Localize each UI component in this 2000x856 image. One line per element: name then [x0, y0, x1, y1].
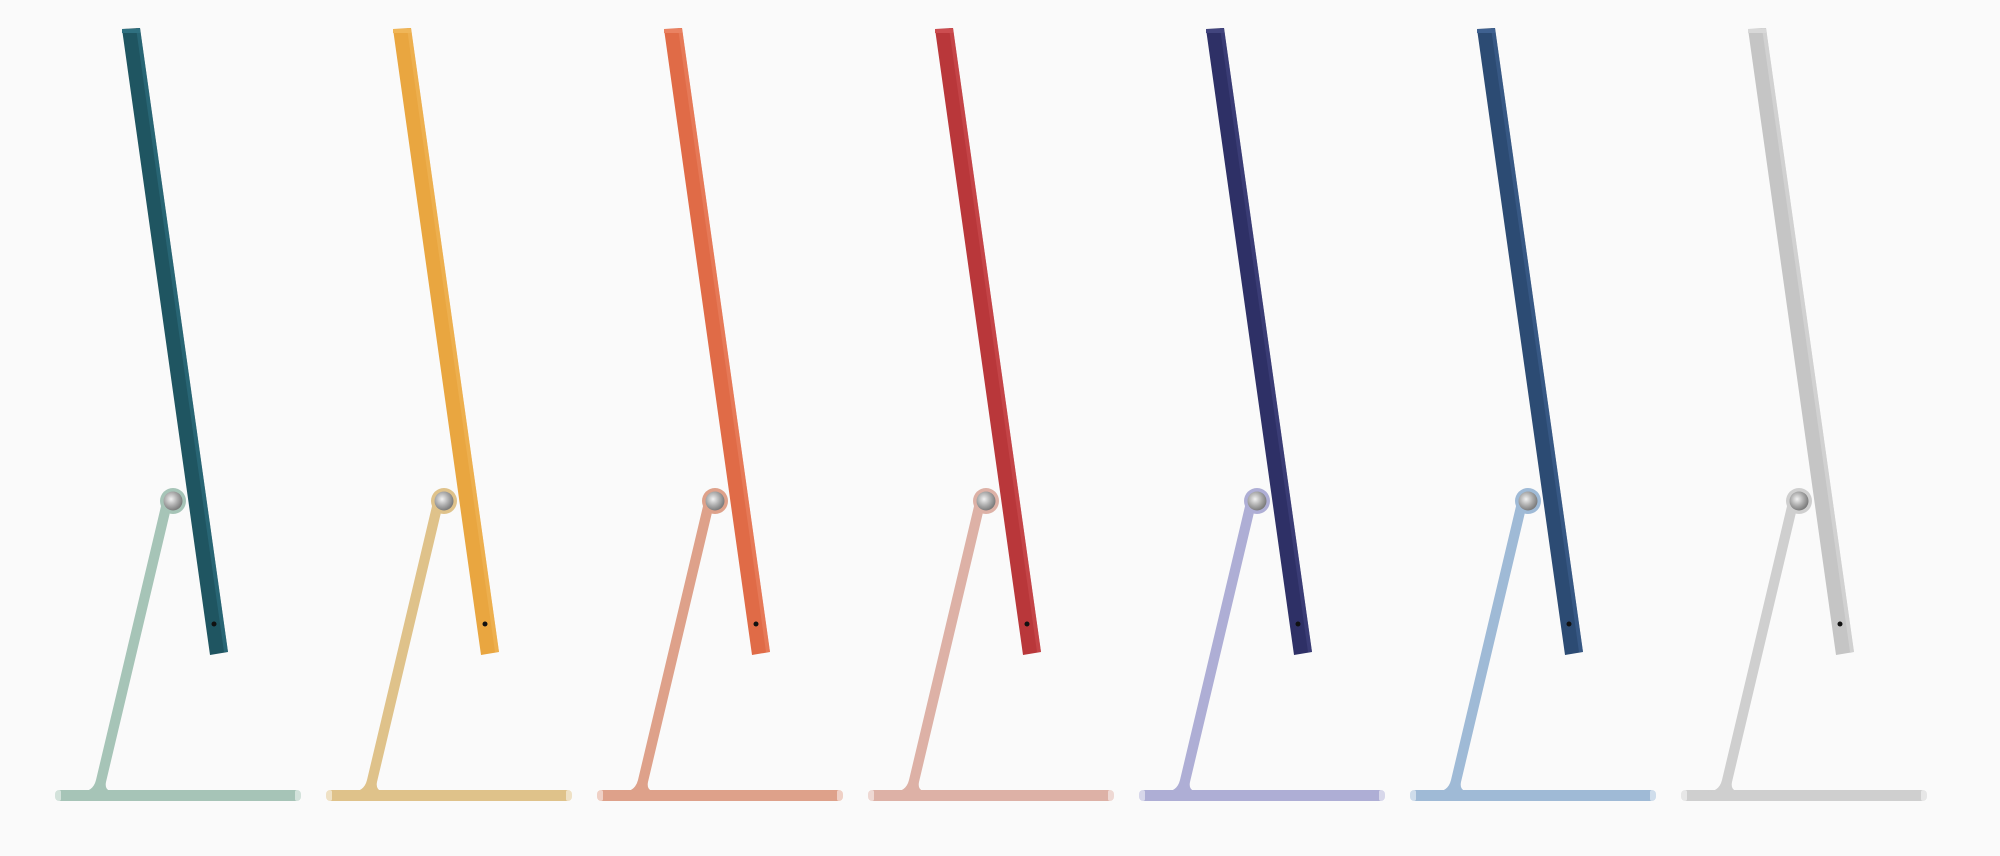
- stand-base: [1681, 790, 1927, 801]
- panel-top-edge: [935, 29, 953, 33]
- imac-unit: [1681, 28, 1927, 801]
- panel-top-edge: [122, 29, 140, 33]
- base-edge-highlight: [837, 790, 843, 801]
- power-port-dot: [1295, 621, 1301, 627]
- panel-top-edge: [1748, 29, 1766, 33]
- panel-top-edge: [393, 29, 411, 33]
- stand-arm: [347, 502, 443, 792]
- power-port-dot: [753, 621, 759, 627]
- stand-arm: [1431, 502, 1527, 792]
- base-edge-highlight: [1681, 790, 1687, 801]
- imac-unit: [326, 28, 572, 801]
- panel-edge-highlight: [678, 28, 770, 652]
- hinge-icon: [434, 491, 454, 511]
- panel-top-edge: [1206, 29, 1224, 33]
- imac-unit: [55, 28, 301, 801]
- display-panel: [1206, 28, 1312, 655]
- stand-base: [326, 790, 572, 801]
- panel-top-edge: [664, 29, 682, 33]
- display-panel: [1477, 28, 1583, 655]
- base-edge-highlight: [55, 790, 61, 801]
- stand-arm: [1702, 502, 1798, 792]
- stand-base: [597, 790, 843, 801]
- panel-edge-highlight: [407, 28, 499, 652]
- stand-arm: [76, 502, 172, 792]
- hinge-icon: [976, 491, 996, 511]
- power-port-dot: [1837, 621, 1843, 627]
- base-edge-highlight: [868, 790, 874, 801]
- panel-edge-highlight: [1491, 28, 1583, 652]
- power-port-dot: [211, 621, 217, 627]
- panel-edge-highlight: [1762, 28, 1854, 652]
- base-edge-highlight: [1650, 790, 1656, 801]
- panel-edge-highlight: [136, 28, 228, 652]
- power-port-dot: [482, 621, 488, 627]
- panel-top-edge: [1477, 29, 1495, 33]
- base-edge-highlight: [1139, 790, 1145, 801]
- panel-edge-highlight: [1220, 28, 1312, 652]
- base-edge-highlight: [1108, 790, 1114, 801]
- display-panel: [664, 28, 770, 655]
- imac-unit: [597, 28, 843, 801]
- panel-edge-highlight: [949, 28, 1041, 652]
- display-panel: [935, 28, 1041, 655]
- base-edge-highlight: [1410, 790, 1416, 801]
- stand-arm: [1160, 502, 1256, 792]
- hinge-icon: [1518, 491, 1538, 511]
- display-panel: [122, 28, 228, 655]
- hinge-icon: [705, 491, 725, 511]
- hinge-icon: [1789, 491, 1809, 511]
- base-edge-highlight: [1921, 790, 1927, 801]
- stand-base: [1410, 790, 1656, 801]
- hinge-icon: [163, 491, 183, 511]
- base-edge-highlight: [326, 790, 332, 801]
- imac-unit: [1139, 28, 1385, 801]
- base-edge-highlight: [295, 790, 301, 801]
- power-port-dot: [1024, 621, 1030, 627]
- base-edge-highlight: [597, 790, 603, 801]
- stand-base: [55, 790, 301, 801]
- power-port-dot: [1566, 621, 1572, 627]
- display-panel: [393, 28, 499, 655]
- base-edge-highlight: [566, 790, 572, 801]
- stand-base: [1139, 790, 1385, 801]
- stand-arm: [618, 502, 714, 792]
- imac-unit: [1410, 28, 1656, 801]
- stand-base: [868, 790, 1114, 801]
- stand-arm: [889, 502, 985, 792]
- display-panel: [1748, 28, 1854, 655]
- imac-unit: [868, 28, 1114, 801]
- hinge-icon: [1247, 491, 1267, 511]
- base-edge-highlight: [1379, 790, 1385, 801]
